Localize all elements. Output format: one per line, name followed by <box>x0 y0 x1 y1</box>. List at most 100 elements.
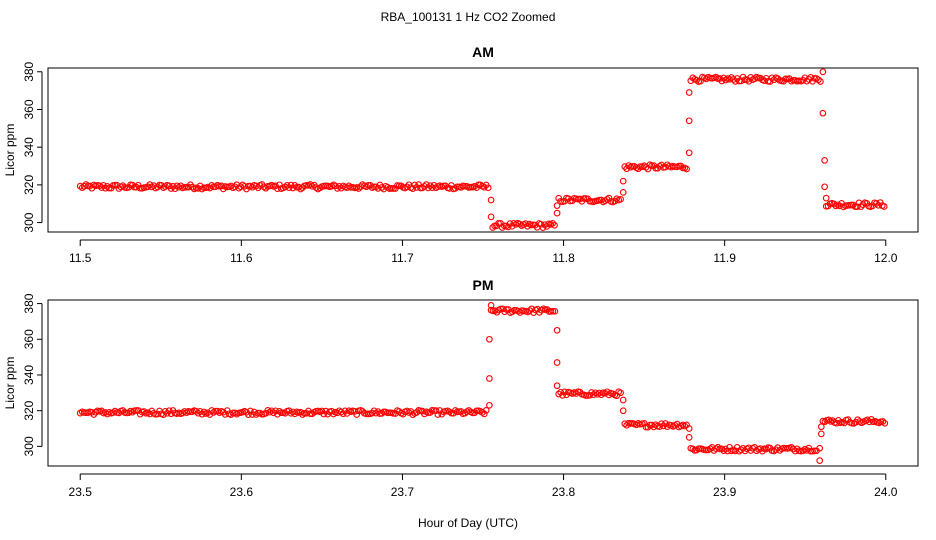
am-transition-point <box>819 68 827 76</box>
am-data-point <box>422 181 430 188</box>
pm-data-point <box>597 391 605 399</box>
am-transition-point <box>487 213 495 221</box>
am-data-point <box>409 185 417 192</box>
am-data-point <box>859 201 867 208</box>
am-y-tick-label: 380 <box>22 61 36 81</box>
pm-transition-point <box>486 335 493 343</box>
am-data-point <box>484 184 492 192</box>
pm-data-point <box>710 447 718 454</box>
am-data-point <box>830 200 838 208</box>
pm-transition-point <box>816 444 824 452</box>
pm-y-tick-label: 380 <box>22 293 36 313</box>
am-data-point <box>697 77 704 85</box>
pm-data-point <box>330 410 337 418</box>
pm-plot-frame <box>47 299 919 467</box>
pm-data-point <box>482 407 490 414</box>
pm-data-point <box>426 409 434 416</box>
am-transition-point <box>619 189 627 196</box>
pm-x-tick-label: 23.6 <box>230 485 254 499</box>
pm-data-point <box>272 407 279 415</box>
am-x-tick-label: 11.8 <box>552 251 575 265</box>
am-data-point <box>119 182 127 190</box>
pm-x-tick-label: 23.5 <box>69 485 93 499</box>
am-transition-point <box>487 196 495 204</box>
pm-data-point <box>592 389 599 397</box>
pm-data-point <box>264 407 272 414</box>
pm-data-point <box>722 445 729 453</box>
pm-data-point <box>125 409 132 417</box>
am-y-tick-label: 300 <box>22 212 36 232</box>
am-x-tick-label: 11.6 <box>230 251 253 265</box>
pm-data-point <box>881 419 889 427</box>
pm-transition-point <box>486 375 493 382</box>
am-data-point <box>181 183 188 191</box>
pm-data-point <box>432 407 440 414</box>
am-transition-point <box>553 209 561 217</box>
pm-data-point <box>403 407 411 415</box>
am-data-point <box>817 78 824 85</box>
pm-data-point <box>590 391 597 398</box>
am-data-point <box>683 165 690 173</box>
am-data-point <box>345 182 353 190</box>
pm-data-point <box>788 444 795 451</box>
am-data-point <box>415 181 422 188</box>
am-data-point <box>766 78 774 85</box>
pm-data-point <box>720 447 728 455</box>
pm-y-axis-label: Licor ppm <box>3 357 17 410</box>
am-data-point <box>634 165 642 173</box>
am-data-point <box>161 183 169 190</box>
pm-data-point <box>291 410 299 418</box>
am-data-point <box>111 181 119 189</box>
pm-data-point <box>223 407 231 414</box>
pm-data-point <box>864 416 871 424</box>
pm-data-point <box>549 307 557 315</box>
am-plot-frame <box>47 67 919 233</box>
am-y-tick-label: 340 <box>22 137 36 157</box>
am-data-point <box>281 183 289 191</box>
pm-data-point <box>642 423 650 431</box>
am-data-point <box>605 194 613 202</box>
pm-data-point <box>479 409 486 416</box>
pm-transition-point <box>619 396 627 404</box>
am-data-point <box>440 182 448 190</box>
pm-x-tick-label: 23.9 <box>713 485 737 499</box>
pm-y-tick-label: 360 <box>22 329 36 349</box>
pm-data-point <box>640 419 648 427</box>
pm-x-axis: 23.5 23.6 23.7 23.8 23.9 24.0 <box>69 473 898 499</box>
pm-transition-point <box>553 326 561 334</box>
am-data-point <box>96 182 103 190</box>
pm-data-point <box>270 409 277 417</box>
pm-data-point <box>200 408 208 416</box>
am-x-tick-label: 11.5 <box>69 251 92 265</box>
am-data-point <box>847 201 855 209</box>
pm-data-point <box>353 411 361 418</box>
am-y-tick-label: 320 <box>22 175 36 195</box>
am-transition-point <box>821 157 828 164</box>
am-data-point <box>730 76 737 83</box>
pm-data-point <box>161 408 169 415</box>
pm-data-point <box>247 407 254 415</box>
am-data-point <box>815 76 822 84</box>
am-points <box>76 68 888 231</box>
am-x-tick-label: 11.9 <box>713 251 736 265</box>
pm-data-point <box>799 447 807 455</box>
am-data-point <box>504 223 512 231</box>
pm-data-point <box>245 411 252 418</box>
pm-data-point <box>434 411 442 418</box>
am-panel-title: AM <box>472 44 494 60</box>
pm-transition-point <box>685 425 693 432</box>
pm-data-point <box>480 410 488 418</box>
pm-data-point <box>551 307 559 315</box>
pm-data-point <box>276 407 283 415</box>
pm-data-point <box>588 389 595 396</box>
am-data-point <box>475 181 482 189</box>
pm-x-tick-label: 23.8 <box>552 485 576 499</box>
am-data-point <box>880 203 888 210</box>
am-data-point <box>549 220 556 227</box>
am-data-point <box>537 220 545 228</box>
am-data-point <box>677 162 685 170</box>
am-transition-point <box>819 109 827 117</box>
pm-data-point <box>140 408 148 415</box>
am-y-tick-label: 360 <box>22 99 36 119</box>
figure-title: RBA_100131 1 Hz CO2 Zoomed <box>381 10 556 24</box>
